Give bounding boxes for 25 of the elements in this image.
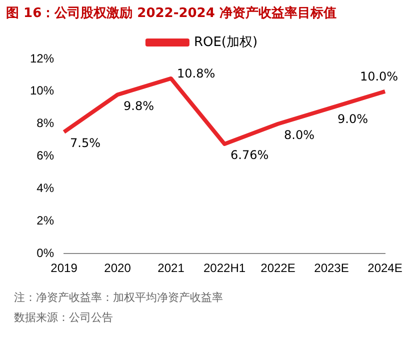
- x-tick-label: 2020: [104, 261, 132, 276]
- x-tick-label: 2022H1: [203, 261, 246, 276]
- x-tick-label: 2022E: [260, 261, 296, 276]
- text: 注：净资产收益率：加权平均净资产收益率: [14, 290, 223, 305]
- y-tick-label: 2%: [36, 213, 54, 228]
- chart-title: 图 16：公司股权激励 2022-2024 净资产收益率目标值: [6, 4, 336, 22]
- x-tick-label: 2021: [158, 261, 185, 276]
- text: 6.76%: [230, 148, 269, 162]
- y-tick-label: 8%: [36, 116, 54, 130]
- text: 9.8%: [124, 98, 154, 113]
- x-tick-label: 2023E: [314, 261, 349, 276]
- text: 10.8%: [177, 66, 216, 81]
- text: 8.0%: [284, 128, 315, 142]
- y-tick-label: 6%: [36, 148, 54, 163]
- y-tick-label: 10%: [30, 84, 54, 98]
- y-tick-label: 4%: [36, 181, 54, 196]
- source-note: 数据来源：公司公告: [14, 310, 113, 325]
- text: 7.5%: [70, 136, 101, 150]
- x-tick-label: 2024E: [368, 261, 402, 276]
- text: 9.0%: [338, 112, 368, 126]
- y-tick-label: 12%: [30, 51, 54, 66]
- legend-label: ROE(加权): [194, 34, 258, 50]
- y-tick-label: 0%: [36, 246, 54, 260]
- text: 10.0%: [360, 70, 398, 84]
- x-tick-label: 2019: [50, 261, 78, 276]
